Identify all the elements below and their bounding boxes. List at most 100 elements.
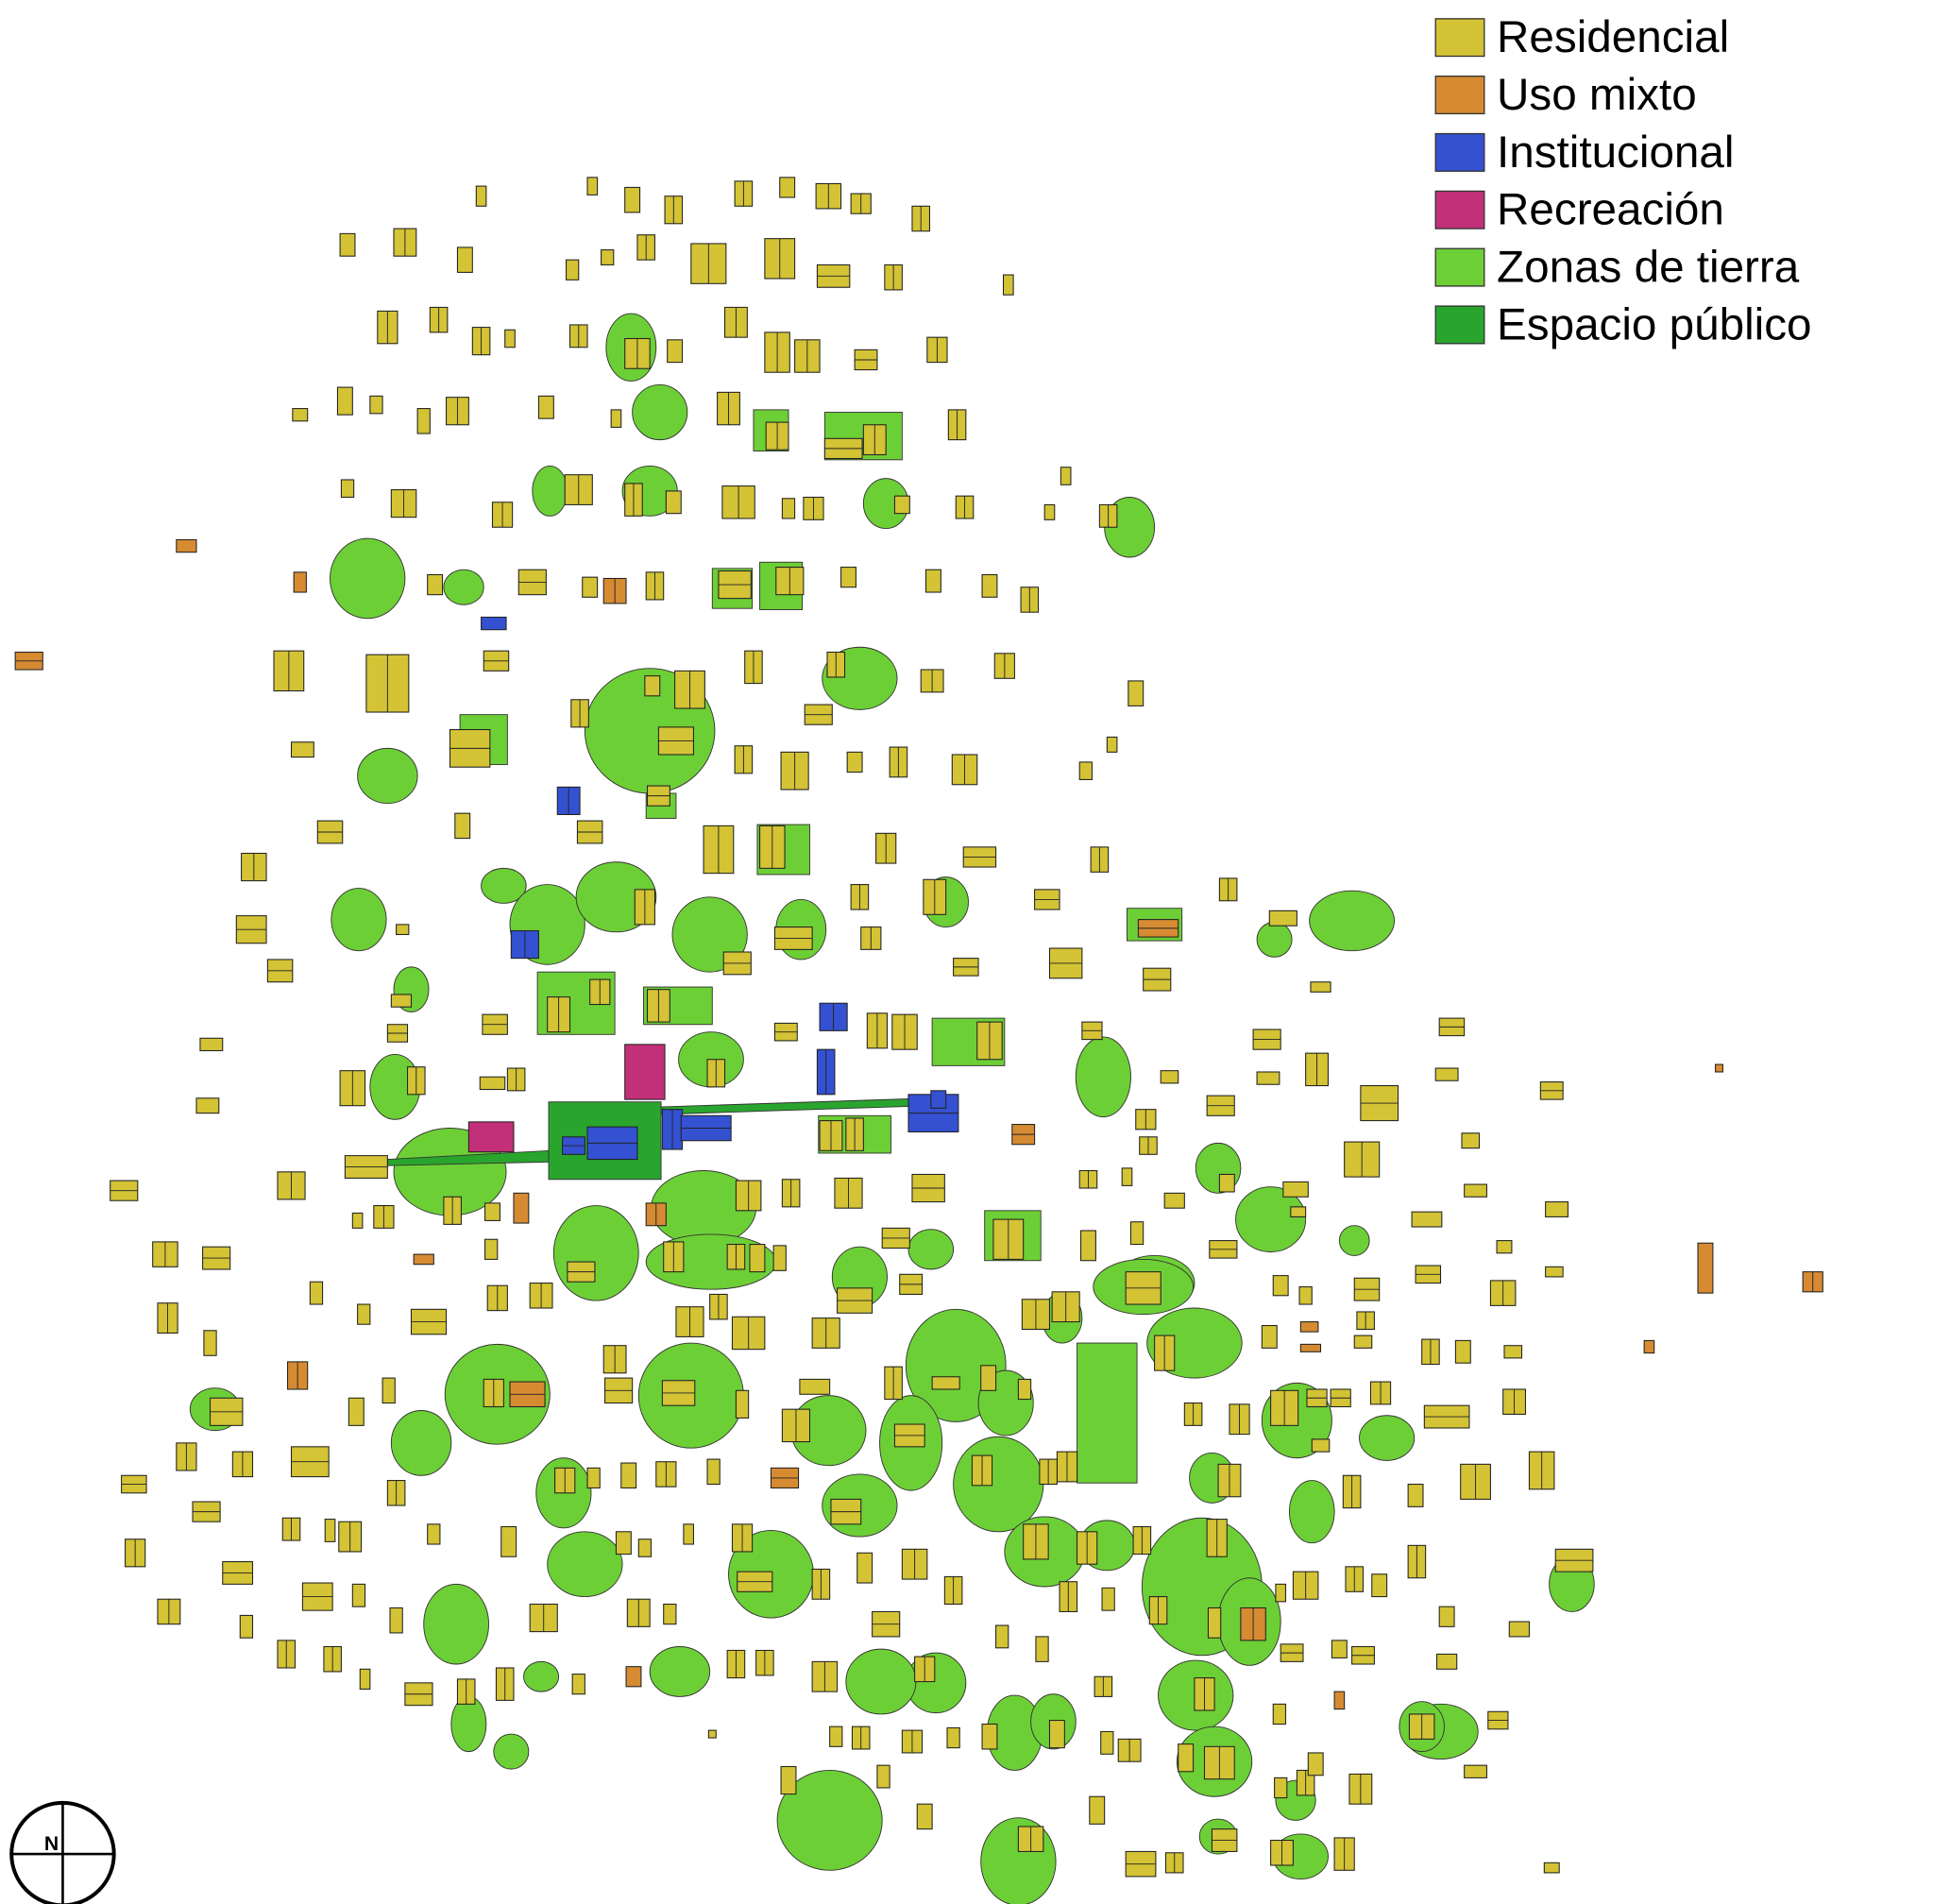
mixed-use-building <box>176 538 197 553</box>
residential-building <box>1272 1703 1287 1726</box>
residential-building <box>856 1552 873 1584</box>
residential-building <box>324 1519 336 1542</box>
residential-building <box>931 1376 960 1390</box>
residential-building <box>1434 1067 1459 1081</box>
mixed-use-building <box>1299 1321 1319 1333</box>
land-zone <box>423 1583 489 1665</box>
residential-building <box>1272 1275 1289 1297</box>
land-zone <box>907 1229 955 1270</box>
residential-building <box>396 924 410 936</box>
residential-building <box>357 1303 371 1325</box>
residential-building <box>1282 1181 1309 1198</box>
residential-building <box>203 1330 217 1356</box>
land-zone <box>390 1410 452 1476</box>
residential-building <box>980 1365 997 1391</box>
residential-building <box>292 408 309 422</box>
residential-building <box>348 1397 365 1426</box>
land-zone <box>845 1648 917 1715</box>
recreation-building <box>624 1044 666 1100</box>
residential-building <box>981 1723 998 1750</box>
land-zone <box>331 888 387 952</box>
residential-building <box>484 1238 499 1260</box>
residential-building <box>369 395 383 415</box>
residential-building <box>1218 1173 1235 1193</box>
residential-building <box>359 1668 371 1691</box>
residential-building <box>1160 1070 1179 1084</box>
mixed-use-building <box>1333 1691 1346 1710</box>
residential-building <box>351 1583 366 1607</box>
mixed-use-building <box>1299 1343 1322 1352</box>
residential-building <box>981 573 998 598</box>
residential-building <box>829 1726 843 1747</box>
residential-building <box>339 232 356 257</box>
land-zone <box>1077 1342 1138 1484</box>
legend-label: Residencial <box>1497 12 1729 62</box>
residential-building <box>1017 1378 1032 1401</box>
residential-building <box>1275 1583 1287 1603</box>
residential-building <box>1163 1192 1185 1209</box>
residential-building <box>479 1076 506 1091</box>
residential-building <box>735 1389 750 1419</box>
legend-label: Institucional <box>1497 128 1734 178</box>
residential-building <box>1129 1221 1145 1246</box>
residential-building <box>1035 1636 1049 1662</box>
land-zone <box>632 383 688 441</box>
institutional-building <box>481 616 507 631</box>
residential-building <box>309 1281 324 1305</box>
residential-building <box>456 246 473 273</box>
residential-building <box>707 1729 717 1739</box>
residential-building <box>389 1606 403 1634</box>
residential-building <box>1089 1795 1106 1825</box>
residential-building <box>351 1212 364 1229</box>
residential-building <box>1121 1167 1133 1186</box>
residential-building <box>1545 1201 1568 1217</box>
residential-building <box>537 395 554 419</box>
residential-building <box>663 1603 677 1625</box>
residential-building <box>1274 1776 1288 1799</box>
residential-building <box>781 498 796 519</box>
residential-building <box>1545 1266 1564 1278</box>
residential-building <box>340 479 355 499</box>
residential-building <box>1454 1339 1471 1364</box>
residential-building <box>683 1523 694 1545</box>
mixed-use-building <box>413 1253 434 1266</box>
residential-building <box>667 339 684 364</box>
residential-building <box>484 1202 500 1221</box>
residential-building <box>779 177 796 198</box>
land-zone <box>552 1205 639 1301</box>
building-layer <box>14 177 1823 1878</box>
residential-building <box>1048 1720 1065 1749</box>
mixed-use-building <box>625 1666 642 1688</box>
residential-building <box>1060 467 1072 485</box>
residential-building <box>1268 910 1297 926</box>
residential-building <box>1078 761 1093 780</box>
mixed-use-building <box>1643 1339 1655 1354</box>
land-zone <box>953 1436 1044 1533</box>
land-zone <box>1075 1036 1131 1118</box>
legend-swatch <box>1434 305 1485 345</box>
mixed-use-building <box>1697 1242 1714 1294</box>
legend-swatch <box>1434 247 1485 287</box>
legend: Residencial Uso mixto Institucional Recreac… <box>1434 12 1812 349</box>
residential-building <box>500 1525 517 1557</box>
residential-building <box>601 249 615 265</box>
residential-building <box>1310 981 1331 993</box>
residential-building <box>454 812 471 840</box>
institutional-building <box>930 1090 947 1109</box>
residential-building <box>749 1244 766 1273</box>
residential-building <box>290 741 314 758</box>
residential-building <box>610 409 622 428</box>
residential-building <box>665 490 682 515</box>
land-zone <box>547 1531 623 1598</box>
residential-building <box>1101 1587 1115 1611</box>
residential-building <box>1464 1764 1487 1778</box>
land-zone <box>1235 1186 1307 1252</box>
residential-building <box>1178 1743 1195 1773</box>
residential-building <box>1543 1862 1560 1874</box>
legend-label: Zonas de tierra <box>1497 243 1800 293</box>
residential-building <box>1298 1285 1313 1305</box>
residential-building <box>620 1462 637 1489</box>
residential-building <box>239 1614 254 1639</box>
residential-building <box>504 329 516 348</box>
